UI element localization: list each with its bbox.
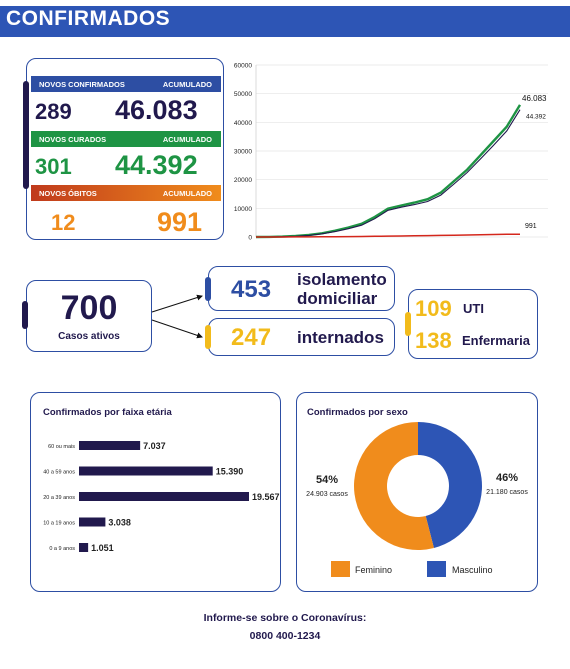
active-cases-label: Casos ativos	[58, 331, 120, 342]
confirmed-acc-label: ACUMULADO	[162, 79, 212, 89]
legend-label-feminino: Feminino	[355, 565, 392, 575]
age-value-label: 7.037	[143, 441, 166, 451]
donut-slice-masculino	[418, 422, 482, 548]
series-line-0	[255, 104, 522, 239]
hospitalized-label: internados	[297, 328, 384, 347]
legend-label-masculino: Masculino	[452, 565, 493, 575]
age-category-label: 0 a 9 anos	[49, 546, 75, 552]
age-bar	[79, 517, 106, 527]
new-deaths-label: NOVOS ÓBITOS	[39, 188, 97, 198]
footer-info: Informe-se sobre o Coronavírus:	[203, 612, 367, 624]
header-bar	[0, 6, 570, 36]
age-category-label: 60 ou mais	[48, 444, 75, 450]
new-cured-value: 301	[35, 154, 72, 179]
home-isolation-label-2: domiciliar	[297, 289, 378, 308]
icu-label: UTI	[463, 301, 484, 316]
y-tick-label: 10000	[234, 206, 252, 213]
feminino-percent: 54%	[316, 474, 338, 486]
sex-chart-card: Confirmados por sexo 54% 24.903 casos 46% 2…	[296, 392, 538, 592]
age-chart-card: Confirmados por faixa etária 60 ou mais 7…	[30, 392, 281, 592]
new-confirmed-value: 289	[35, 99, 72, 124]
age-value-label: 19.567	[252, 492, 280, 502]
age-value-label: 3.038	[108, 518, 131, 528]
active-cases-box: 700 Casos ativos	[22, 280, 152, 352]
end-label-cured: 44.392	[526, 114, 546, 121]
age-value-label: 15.390	[216, 467, 244, 477]
arrow-to-home	[151, 294, 203, 313]
new-deaths-value: 12	[51, 210, 76, 235]
y-tick-label: 60000	[234, 63, 252, 70]
legend-swatch-masculino	[427, 561, 446, 577]
end-label-confirmed: 46.083	[522, 94, 547, 103]
masculino-percent: 46%	[496, 472, 518, 484]
home-isolation-label-1: isolamento	[297, 270, 387, 289]
hospital-accent-bar	[205, 325, 211, 349]
header-divider	[0, 36, 570, 37]
masculino-count: 21.180 casos	[486, 489, 528, 496]
summary-accent-bar	[23, 81, 29, 189]
arrow-to-hospital	[151, 319, 203, 339]
age-bar	[79, 543, 89, 552]
end-label-deaths: 991	[525, 223, 537, 230]
icu-value: 109	[415, 296, 452, 321]
series-line-2	[256, 233, 521, 238]
age-bar	[79, 492, 249, 501]
deaths-strip: NOVOS ÓBITOS ACUMULADO	[31, 185, 221, 201]
summary-panel: NOVOS CONFIRMADOS ACUMULADO 289 46.083 N…	[23, 58, 224, 240]
home-accent-bar	[205, 277, 211, 301]
feminino-count: 24.903 casos	[306, 491, 348, 498]
ward-label: Enfermaria	[462, 333, 530, 348]
age-bar	[79, 466, 213, 476]
flow-arrows	[151, 294, 203, 339]
home-isolation-box: 453 isolamento domiciliar	[205, 266, 395, 311]
age-bar	[79, 441, 141, 450]
age-chart-title: Confirmados por faixa etária	[43, 407, 172, 418]
deaths-acc-label: ACUMULADO	[162, 188, 212, 198]
hospitalized-value: 247	[231, 324, 272, 351]
age-value-label: 1.051	[91, 543, 114, 553]
legend-swatch-feminino	[331, 561, 350, 577]
total-cured-value: 44.392	[115, 150, 198, 180]
sex-donut-chart: 54% 24.903 casos 46% 21.180 casos Feminino Ma…	[306, 422, 528, 577]
age-category-label: 40 a 59 anos	[43, 470, 75, 476]
page-title: CONFIRMADOS	[6, 7, 171, 30]
footer-phone[interactable]: 0800 400-1234	[249, 630, 321, 642]
active-accent-bar	[22, 301, 28, 329]
series-line-1	[255, 109, 521, 238]
total-deaths-value: 991	[157, 207, 203, 237]
cumulative-line-chart: 0 10000 20000 30000 40000 50000 60000 46.083 44.…	[234, 63, 548, 242]
y-tick-label: 50000	[234, 91, 252, 98]
cured-acc-label: ACUMULADO	[162, 134, 212, 144]
age-category-label: 20 a 39 anos	[43, 495, 75, 501]
confirmed-strip: NOVOS CONFIRMADOS ACUMULADO	[31, 76, 221, 92]
ward-value: 138	[415, 328, 452, 353]
donut-slice-feminino	[354, 422, 434, 550]
new-confirmed-label: NOVOS CONFIRMADOS	[39, 79, 125, 89]
y-tick-label: 20000	[234, 177, 252, 184]
y-tick-label: 0	[248, 235, 252, 242]
total-confirmed-value: 46.083	[115, 95, 198, 125]
age-bar-chart: 60 ou mais 7.037 40 a 59 anos 15.390 20 a 39…	[43, 441, 280, 553]
active-cases-value: 700	[60, 289, 118, 327]
new-cured-label: NOVOS CURADOS	[39, 134, 107, 144]
age-category-label: 10 a 19 anos	[43, 521, 75, 527]
home-isolation-value: 453	[231, 276, 272, 303]
breakdown-accent-bar	[405, 312, 411, 336]
hospitalized-box: 247 internados	[205, 318, 395, 356]
y-tick-label: 40000	[234, 120, 252, 127]
cured-strip: NOVOS CURADOS ACUMULADO	[31, 131, 221, 147]
hospital-breakdown-box: 109 UTI 138 Enfermaria	[405, 289, 538, 359]
sex-chart-title: Confirmados por sexo	[307, 407, 408, 418]
y-tick-label: 30000	[234, 149, 252, 156]
